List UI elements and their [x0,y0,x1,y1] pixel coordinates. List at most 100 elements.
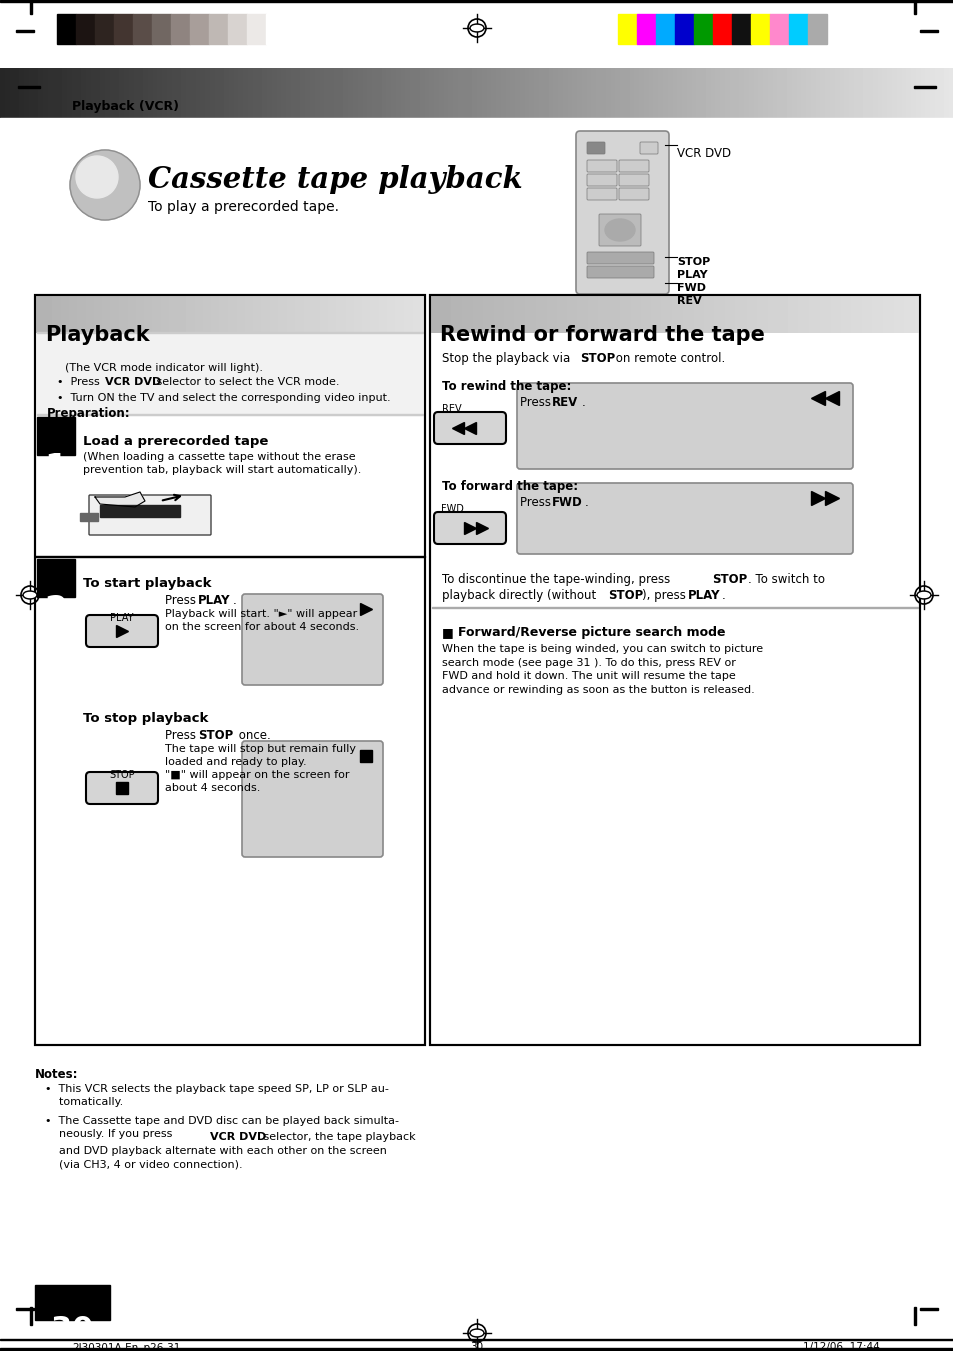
Ellipse shape [470,1329,483,1337]
FancyBboxPatch shape [586,142,604,154]
FancyBboxPatch shape [586,159,617,172]
FancyBboxPatch shape [586,253,654,263]
Text: PLAY: PLAY [198,594,231,607]
Bar [76,14,95,45]
Text: on the screen for about 4 seconds.: on the screen for about 4 seconds. [165,621,358,632]
Bar [430,295,919,1046]
Bar [152,14,171,45]
Text: Forward/Reverse picture search mode: Forward/Reverse picture search mode [457,626,724,639]
Bar [430,295,919,1046]
Bar [919,1308,937,1310]
Text: 30: 30 [51,1315,93,1344]
FancyBboxPatch shape [586,188,617,200]
FancyBboxPatch shape [86,615,158,647]
Ellipse shape [23,590,37,598]
Bar [0,1348,953,1351]
Bar [750,14,769,45]
Text: REV: REV [677,296,701,305]
Bar [35,1285,110,1320]
Text: STOP: STOP [579,353,615,365]
Text: When the tape is being winded, you can switch to picture
search mode (see page 3: When the tape is being winded, you can s… [441,644,762,694]
Text: PLAY: PLAY [677,270,707,280]
Text: STOP: STOP [677,257,709,267]
Bar [731,14,750,45]
Text: The tape will stop but remain fully: The tape will stop but remain fully [165,744,355,754]
Ellipse shape [604,219,635,240]
FancyBboxPatch shape [434,512,505,544]
Text: 2: 2 [45,594,68,627]
Text: Cassette tape playback: Cassette tape playback [148,165,522,195]
Text: selector, the tape playback: selector, the tape playback [260,1132,416,1142]
Text: STOP: STOP [711,573,746,586]
Polygon shape [95,492,145,507]
Text: •  Press: • Press [57,377,103,386]
FancyBboxPatch shape [639,142,658,154]
Text: "■" will appear on the screen for: "■" will appear on the screen for [165,770,349,780]
Text: and DVD playback alternate with each other on the screen
    (via CH3, 4 or vide: and DVD playback alternate with each oth… [45,1146,387,1169]
Text: •  The Cassette tape and DVD disc can be played back simulta-
    neously. If yo: • The Cassette tape and DVD disc can be … [45,1116,398,1139]
Ellipse shape [471,1331,482,1336]
FancyBboxPatch shape [517,484,852,554]
Text: .: . [721,589,725,603]
Text: 1/12/06, 17:44: 1/12/06, 17:44 [802,1342,879,1351]
Text: .: . [581,396,585,409]
Bar [266,14,285,45]
Bar [30,1306,32,1325]
Text: ), press: ), press [641,589,689,603]
Bar [57,14,76,45]
Bar [35,295,424,1046]
Circle shape [76,155,118,199]
Bar [37,332,422,415]
Text: STOP: STOP [607,589,642,603]
Bar [913,86,935,88]
Ellipse shape [25,593,35,597]
Bar [95,14,113,45]
Bar [100,505,180,517]
FancyBboxPatch shape [618,159,648,172]
Bar [247,14,266,45]
FancyBboxPatch shape [618,188,648,200]
FancyBboxPatch shape [576,131,668,295]
Text: Notes:: Notes: [35,1069,78,1081]
Text: Press: Press [165,594,199,607]
Text: . To switch to: . To switch to [747,573,824,586]
Text: To discontinue the tape-winding, press: To discontinue the tape-winding, press [441,573,673,586]
Text: .: . [233,594,236,607]
Text: once.: once. [234,730,271,742]
Text: FWD: FWD [552,496,582,509]
Bar [656,14,675,45]
Text: Playback: Playback [45,326,150,345]
Text: REV: REV [552,396,578,409]
Text: To play a prerecorded tape.: To play a prerecorded tape. [148,200,338,213]
Text: on remote control.: on remote control. [612,353,724,365]
Text: PLAY: PLAY [687,589,720,603]
Bar [35,555,424,557]
Text: STOP: STOP [198,730,233,742]
Text: •  This VCR selects the playback tape speed SP, LP or SLP au-
    tomatically.: • This VCR selects the playback tape spe… [45,1084,389,1108]
FancyBboxPatch shape [242,740,382,857]
Text: 30: 30 [470,1342,483,1351]
Text: VCR DVD: VCR DVD [210,1132,266,1142]
Text: VCR DVD: VCR DVD [677,147,730,159]
Bar [35,295,424,1046]
Circle shape [70,150,140,220]
Bar [18,86,40,88]
Text: .: . [584,496,588,509]
Text: FWD: FWD [677,282,705,293]
Text: selector to select the VCR mode.: selector to select the VCR mode. [152,377,339,386]
Bar [113,14,132,45]
Bar [693,14,712,45]
Bar [769,14,788,45]
Text: loaded and ready to play.: loaded and ready to play. [165,757,306,767]
Bar [80,513,98,521]
Ellipse shape [470,24,483,32]
Bar [913,1306,915,1325]
Bar [0,0,953,68]
Bar [913,0,915,14]
Text: REV: REV [442,404,461,413]
Bar [171,14,190,45]
Bar [190,14,209,45]
Text: about 4 seconds.: about 4 seconds. [165,784,260,793]
Text: 2I30301A-En_p26-31: 2I30301A-En_p26-31 [71,1342,180,1351]
Bar [807,14,826,45]
